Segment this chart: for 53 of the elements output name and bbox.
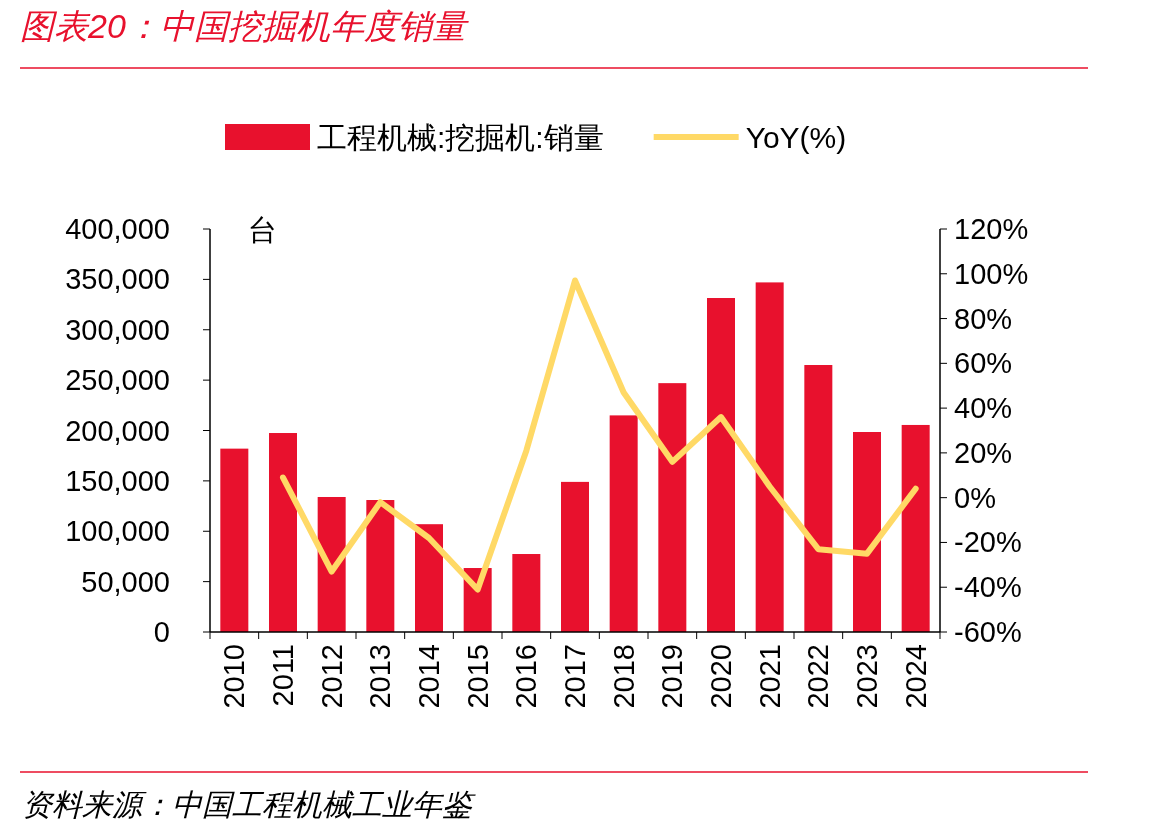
y2-tick-label: 80% <box>954 302 1013 335</box>
bar <box>317 497 346 632</box>
bar <box>853 432 881 632</box>
bar <box>561 481 589 632</box>
bar <box>901 424 930 632</box>
legend-label: 工程机械:挖掘机:销量 <box>317 121 604 154</box>
y2-tick-label: 60% <box>954 347 1013 380</box>
bar <box>804 365 833 632</box>
y-axis-title: 台 <box>248 214 277 246</box>
bar <box>609 415 638 632</box>
x-tick-label: 2013 <box>364 644 397 709</box>
y-tick-label: 100,000 <box>65 515 170 548</box>
y2-tick-label: -60% <box>954 616 1022 648</box>
y-tick-label: 50,000 <box>81 565 170 598</box>
x-tick-label: 2015 <box>461 644 494 709</box>
bar <box>512 554 541 632</box>
y2-tick-label: -40% <box>954 571 1022 604</box>
x-tick-label: 2017 <box>559 644 591 709</box>
bar <box>220 448 249 632</box>
bar <box>366 500 395 632</box>
x-tick-label: 2019 <box>656 644 689 709</box>
x-tick-label: 2016 <box>510 644 543 709</box>
x-tick-label: 2018 <box>607 644 640 709</box>
x-tick-label: 2011 <box>267 644 299 707</box>
y-tick-label: 150,000 <box>65 464 170 497</box>
bar <box>755 282 784 632</box>
y2-tick-label: 40% <box>954 392 1013 425</box>
x-tick-label: 2012 <box>315 644 348 709</box>
y-tick-label: 0 <box>153 616 170 648</box>
x-tick-label: 2023 <box>851 644 883 709</box>
x-tick-label: 2021 <box>753 644 786 709</box>
x-tick-label: 2022 <box>802 644 835 709</box>
x-tick-label: 2010 <box>218 644 251 709</box>
y-tick-label: 250,000 <box>65 364 170 397</box>
y2-tick-label: 20% <box>954 436 1013 469</box>
y2-tick-label: -20% <box>954 526 1022 559</box>
y-tick-label: 300,000 <box>65 313 170 346</box>
legend-label: YoY(%) <box>745 121 847 154</box>
bar <box>707 298 735 632</box>
text: 资料来源：中国工程机械工业年鉴 <box>22 788 476 821</box>
bar <box>658 383 687 632</box>
y-tick-label: 200,000 <box>65 414 170 447</box>
y-tick-label: 400,000 <box>65 213 170 245</box>
y2-tick-label: 100% <box>954 257 1029 290</box>
chart-title: 图表20：中国挖掘机年度销量 <box>20 7 469 45</box>
x-tick-label: 2024 <box>899 644 932 709</box>
y-tick-label: 350,000 <box>65 263 170 296</box>
x-tick-label: 2020 <box>705 644 737 709</box>
x-tick-label: 2014 <box>413 644 445 709</box>
bar <box>415 524 443 632</box>
bar <box>269 433 297 632</box>
y2-tick-label: 120% <box>954 213 1029 245</box>
y2-tick-label: 0% <box>954 481 996 514</box>
